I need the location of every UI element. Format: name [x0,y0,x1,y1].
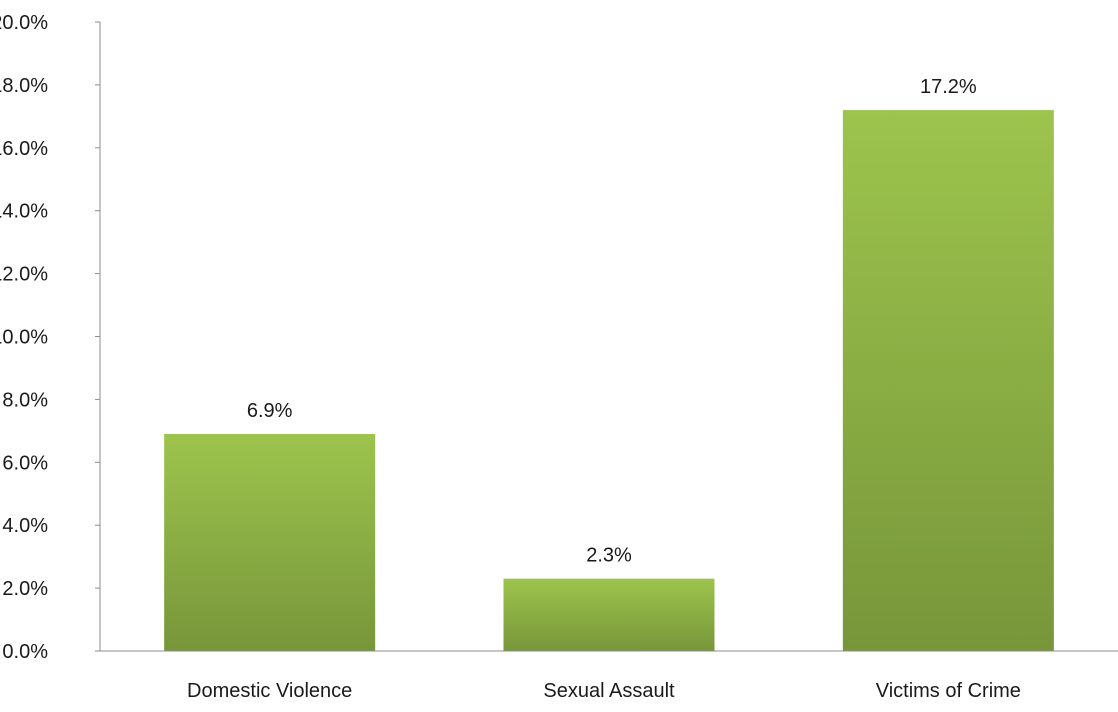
bar [164,433,376,651]
y-tick-label: 12.0% [0,264,48,286]
data-label: 2.3% [586,545,632,567]
axes-layer [95,21,1118,652]
y-tick-label: 2.0% [2,578,48,600]
y-tick-label: 4.0% [2,515,48,537]
y-tick-label: 10.0% [0,327,48,349]
y-tick-label: 6.0% [2,452,48,474]
y-tick-label: 18.0% [0,75,48,97]
y-tick-label: 0.0% [2,641,48,663]
y-tick-label: 16.0% [0,138,48,160]
data-label: 17.2% [920,76,977,98]
data-label: 6.9% [247,400,293,422]
y-tick-label: 8.0% [2,389,48,411]
y-tick-label: 14.0% [0,201,48,223]
x-category-label: Victims of Crime [876,680,1021,702]
bar [503,578,715,651]
labels-layer: 0.0% 2.0% 4.0% 6.0% 8.0% 10.0% 12.0% 14.0% 16.0%… [0,12,1021,702]
y-tick-label: 20.0% [0,12,48,34]
x-category-label: Sexual Assault [543,680,675,702]
bar [842,110,1054,651]
x-category-label: Domestic Violence [187,680,352,702]
bars-layer [164,110,1054,651]
